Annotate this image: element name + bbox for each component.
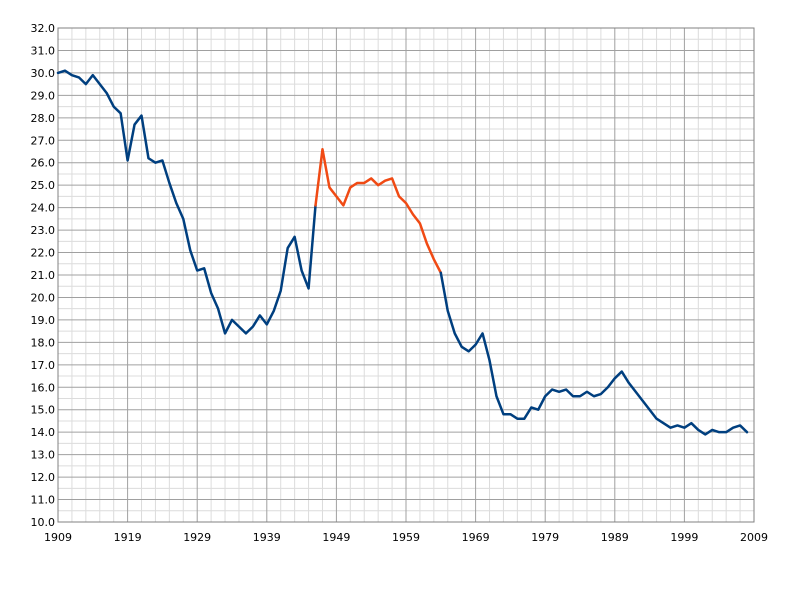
y-axis-tick-labels: 10.0 11.0 12.0 13.0 14.0 15.0 16.0 17.0 18.0 19.0…	[31, 22, 56, 529]
x-tick-label: 1919	[114, 531, 142, 544]
y-tick-label: 22.0	[31, 247, 56, 260]
x-tick-label: 1989	[601, 531, 629, 544]
y-tick-label: 10.0	[31, 516, 56, 529]
y-tick-label: 17.0	[31, 359, 56, 372]
y-tick-label: 25.0	[31, 179, 56, 192]
series-line-1-normal	[56, 69, 317, 335]
x-tick-label: 1959	[392, 531, 420, 544]
x-tick-label: 1939	[253, 531, 281, 544]
y-tick-label: 27.0	[31, 134, 56, 147]
series-lines	[56, 69, 749, 436]
y-tick-label: 30.0	[31, 67, 56, 80]
y-tick-label: 32.0	[31, 22, 56, 35]
x-axis-tick-labels: 1909 1919 1929 1939 1949 1959 1969 1979 1989 1999…	[44, 531, 768, 544]
y-tick-label: 14.0	[31, 426, 56, 439]
y-tick-label: 12.0	[31, 471, 56, 484]
y-tick-label: 20.0	[31, 291, 56, 304]
y-tick-label: 29.0	[31, 89, 56, 102]
y-tick-label: 13.0	[31, 449, 56, 462]
x-tick-label: 1969	[462, 531, 490, 544]
y-tick-label: 16.0	[31, 381, 56, 394]
y-tick-label: 11.0	[31, 494, 56, 507]
y-tick-label: 15.0	[31, 404, 56, 417]
y-tick-label: 31.0	[31, 44, 56, 57]
y-tick-label: 23.0	[31, 224, 56, 237]
major-gridlines	[57, 27, 755, 523]
y-tick-label: 18.0	[31, 336, 56, 349]
x-tick-label: 2009	[740, 531, 768, 544]
plot-frame	[57, 27, 755, 523]
y-tick-label: 21.0	[31, 269, 56, 282]
y-tick-label: 19.0	[31, 314, 56, 327]
x-tick-label: 1909	[44, 531, 72, 544]
x-tick-label: 1949	[322, 531, 350, 544]
series-line-3-normal	[439, 271, 749, 436]
x-tick-label: 1979	[531, 531, 559, 544]
y-tick-label: 28.0	[31, 112, 56, 125]
y-tick-label: 24.0	[31, 202, 56, 215]
x-tick-label: 1929	[183, 531, 211, 544]
y-tick-label: 26.0	[31, 157, 56, 170]
x-tick-label: 1999	[670, 531, 698, 544]
series-line-2-highlight	[314, 148, 443, 274]
